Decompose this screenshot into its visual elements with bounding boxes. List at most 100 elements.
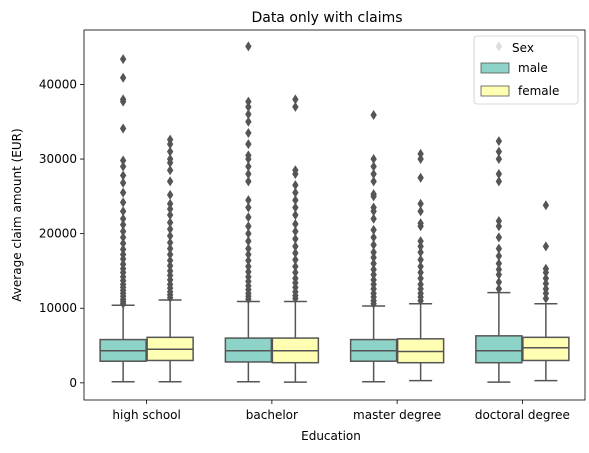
box-male-0	[99, 54, 147, 383]
y-tick-label: 10000	[39, 301, 77, 315]
legend-swatch-male	[480, 62, 510, 74]
outlier-point	[166, 204, 174, 215]
outlier-point	[495, 243, 503, 254]
outlier-point	[417, 218, 424, 229]
outlier-point	[166, 243, 174, 254]
outlier-point	[119, 170, 127, 181]
outlier-point	[245, 202, 252, 213]
outlier-point	[245, 96, 252, 107]
outlier-point	[119, 155, 127, 166]
outlier-point	[245, 127, 252, 138]
outlier-point	[370, 247, 377, 258]
y-axis: 0 10000 20000 30000 40000	[39, 77, 84, 390]
outlier-point	[370, 110, 377, 121]
outlier-point	[119, 94, 127, 105]
box-male-1	[224, 41, 273, 383]
outlier-point	[292, 202, 299, 213]
outlier-point	[292, 273, 299, 284]
outlier-point	[417, 172, 424, 183]
y-tick-label: 40000	[39, 77, 77, 91]
outlier-point	[542, 200, 550, 211]
outlier-point	[417, 273, 424, 284]
outlier-point	[370, 168, 377, 179]
outlier-point	[417, 148, 424, 159]
outlier-point	[166, 230, 174, 241]
outlier-point	[166, 165, 174, 176]
outlier-point	[417, 236, 424, 247]
box-male-3	[475, 41, 523, 383]
outlier-point	[542, 273, 550, 284]
outlier-point	[245, 41, 252, 52]
outlier-point	[245, 168, 252, 179]
outlier-point	[292, 248, 299, 259]
plot-area	[99, 41, 570, 383]
box	[522, 336, 570, 362]
outlier-point	[166, 154, 174, 165]
outlier-point	[119, 187, 127, 198]
outlier-point	[245, 228, 252, 239]
outlier-point	[119, 226, 127, 237]
outlier-point	[370, 232, 377, 243]
outlier-point	[245, 249, 252, 260]
outlier-point	[119, 123, 127, 134]
outlier-point	[166, 198, 174, 209]
outlier-point	[166, 224, 174, 235]
outlier-point	[245, 266, 252, 277]
outlier-point	[119, 249, 127, 260]
outlier-point	[495, 154, 503, 165]
outlier-point	[370, 239, 377, 250]
legend-label-male: male	[518, 61, 548, 75]
outlier-point	[370, 224, 377, 235]
outlier-point	[245, 271, 252, 282]
outlier-point	[119, 219, 127, 230]
outlier-point	[292, 195, 299, 206]
outlier-point	[119, 54, 127, 65]
outlier-point	[370, 258, 377, 269]
outlier-point	[245, 161, 252, 172]
outlier-point	[292, 233, 299, 244]
outlier-point	[166, 210, 174, 220]
outlier-point	[495, 264, 503, 275]
legend-title: Sex	[512, 41, 534, 55]
outlier-point	[245, 221, 252, 232]
outlier-point	[119, 161, 127, 172]
outlier-point	[119, 72, 127, 83]
outlier-point	[542, 283, 550, 294]
outlier-point	[495, 258, 503, 269]
box	[475, 335, 523, 364]
x-axis: high school bachelor master degree doctoral…	[112, 400, 570, 422]
x-axis-label: Education	[301, 429, 361, 443]
outlier-point	[166, 134, 174, 145]
outlier-point	[495, 215, 503, 226]
box-female-2	[396, 148, 445, 382]
outlier-point	[119, 197, 127, 208]
outlier-point	[166, 260, 174, 271]
outlier-point	[370, 252, 377, 263]
outlier-point	[245, 236, 252, 247]
outlier-point	[417, 254, 424, 265]
outlier-point	[119, 232, 127, 243]
x-tick-label: high school	[112, 408, 180, 422]
outlier-point	[417, 279, 424, 290]
outlier-point	[495, 136, 503, 147]
outlier-point	[292, 254, 299, 265]
outlier-point	[495, 221, 503, 232]
outlier-point	[166, 237, 174, 248]
y-axis-label: Average claim amount (EUR)	[10, 128, 24, 301]
outlier-point	[495, 251, 503, 262]
outlier-point	[370, 213, 377, 224]
outlier-point	[292, 241, 299, 252]
outlier-point	[292, 180, 299, 191]
outlier-point	[370, 264, 377, 275]
outlier-point	[417, 206, 424, 217]
y-tick-label: 30000	[39, 152, 77, 166]
outlier-point	[495, 277, 503, 288]
plot-frame	[83, 29, 586, 401]
outlier-point	[370, 274, 377, 285]
y-tick-label: 20000	[39, 227, 77, 241]
outlier-point	[417, 198, 424, 209]
outlier-point	[417, 267, 424, 278]
outlier-point	[292, 101, 299, 112]
outlier-point	[292, 226, 299, 237]
